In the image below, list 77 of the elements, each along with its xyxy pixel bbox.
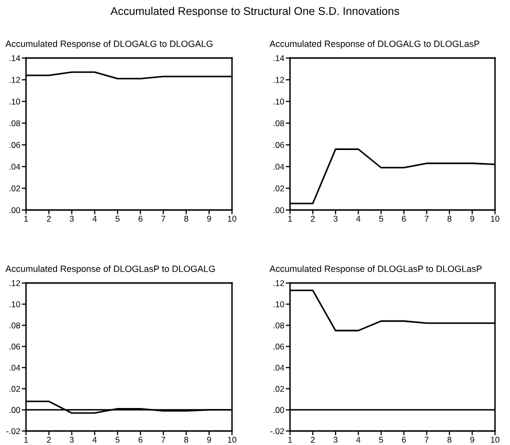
x-tick-label: 8: [184, 436, 188, 443]
y-tick-label: .10: [274, 301, 284, 308]
y-tick-label: .08: [274, 120, 284, 126]
y-tick-label: -.02: [270, 428, 284, 434]
x-tick-label: 6: [138, 436, 142, 443]
x-tick-label: 9: [207, 436, 212, 443]
x-tick-label: 10: [491, 436, 500, 443]
x-tick-label: 3: [334, 216, 338, 222]
x-tick-label: 7: [424, 436, 429, 443]
y-tick-label: .00: [274, 407, 284, 413]
y-tick-label: .04: [10, 164, 20, 170]
y-tick-label: .00: [274, 207, 284, 214]
x-tick-label: 6: [138, 216, 142, 222]
x-tick-label: 2: [310, 216, 315, 222]
x-tick-label: 10: [228, 216, 236, 222]
x-tick-label: 1: [288, 436, 292, 443]
y-tick-label: .12: [274, 280, 284, 286]
y-tick-label: .04: [274, 164, 284, 170]
x-tick-label: 4: [92, 436, 97, 443]
text: Accumulated Response to Structural One S.D. Innovations: [110, 6, 400, 18]
chart-title: Accumulated Response of DLOGALG to DLOGLasP: [270, 40, 480, 49]
x-tick-label: 9: [470, 436, 474, 443]
y-tick-label: .10: [10, 301, 20, 308]
chart-title: Accumulated Response of DLOGLasP to DLOGALG: [5, 265, 215, 274]
x-tick-label: 7: [161, 436, 166, 443]
x-tick-label: 5: [379, 216, 384, 222]
x-tick-label: 1: [24, 436, 28, 443]
y-tick-label: .06: [10, 344, 20, 350]
x-tick-label: 7: [424, 216, 429, 222]
x-tick-label: 6: [402, 216, 406, 222]
x-tick-label: 2: [310, 436, 315, 443]
x-tick-label: 3: [70, 216, 74, 222]
x-tick-label: 7: [161, 216, 166, 222]
y-tick-label: .02: [10, 386, 20, 392]
x-tick-label: 6: [402, 436, 406, 443]
x-tick-label: 3: [70, 436, 74, 443]
y-tick-label: .12: [274, 76, 284, 83]
y-tick-label: .00: [10, 207, 20, 214]
x-tick-label: 8: [447, 216, 452, 222]
x-tick-label: 10: [228, 436, 236, 443]
x-tick-label: 1: [24, 216, 28, 222]
x-tick-label: 9: [207, 216, 212, 222]
x-tick-label: 8: [184, 216, 188, 222]
x-tick-label: 4: [356, 216, 360, 222]
x-tick-label: 5: [116, 216, 120, 222]
chart-title: Accumulated Response of DLOGALG to DLOGALG: [5, 40, 212, 49]
x-tick-label: 4: [356, 436, 360, 443]
y-tick-label: .10: [10, 98, 20, 105]
y-tick-label: .12: [10, 280, 20, 286]
y-tick-label: .08: [10, 120, 20, 126]
y-tick-label: .06: [274, 344, 284, 350]
y-tick-label: .02: [274, 386, 284, 392]
x-tick-label: 1: [288, 216, 292, 222]
x-tick-label: 3: [334, 436, 338, 443]
y-tick-label: .10: [274, 98, 284, 105]
y-tick-label: .14: [10, 55, 20, 62]
x-tick-label: 5: [116, 436, 120, 443]
y-tick-label: -.02: [6, 428, 20, 434]
y-tick-label: .12: [10, 76, 20, 83]
x-tick-label: 9: [470, 216, 474, 222]
y-tick-label: .00: [10, 407, 20, 413]
y-tick-label: .14: [274, 55, 284, 62]
x-tick-label: 8: [447, 436, 452, 443]
y-tick-label: .06: [10, 142, 20, 148]
y-tick-label: .06: [274, 142, 284, 148]
y-tick-label: .02: [10, 185, 20, 192]
x-tick-label: 2: [46, 216, 51, 222]
x-tick-label: 10: [491, 216, 500, 222]
x-tick-label: 4: [92, 216, 97, 222]
x-tick-label: 2: [46, 436, 51, 443]
chart-title: Accumulated Response of DLOGLasP to DLOGLasP: [270, 265, 482, 274]
y-tick-label: .08: [10, 322, 20, 328]
y-tick-label: .02: [274, 185, 284, 192]
y-tick-label: .08: [274, 322, 284, 328]
x-tick-label: 5: [379, 436, 384, 443]
y-tick-label: .04: [274, 364, 284, 371]
y-tick-label: .04: [10, 364, 20, 371]
